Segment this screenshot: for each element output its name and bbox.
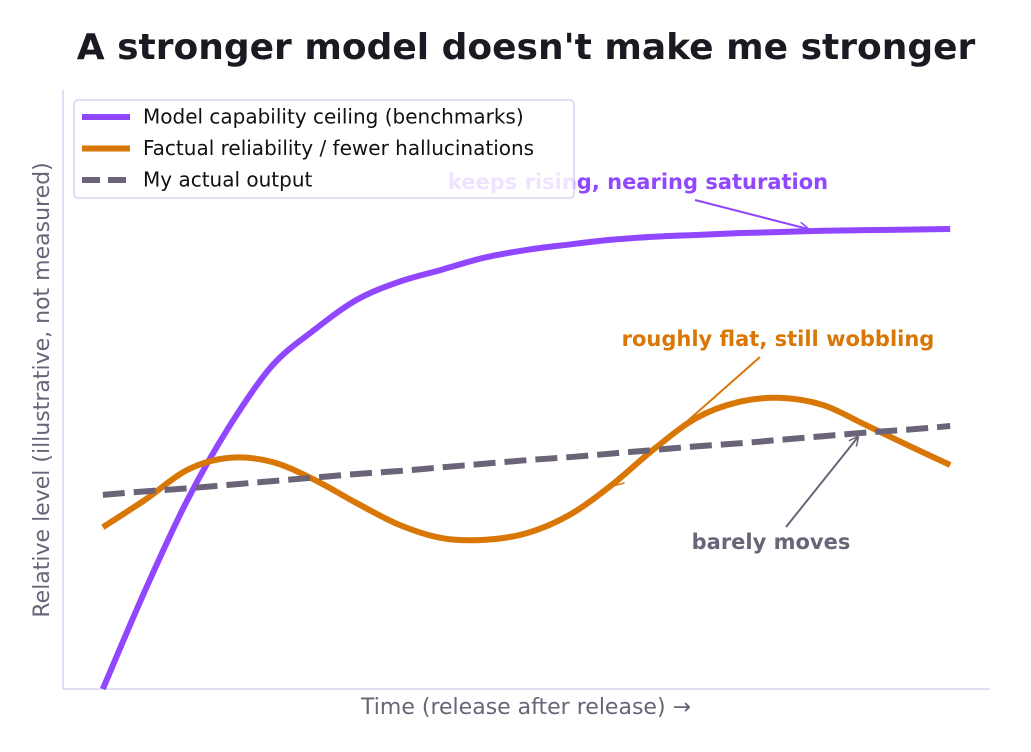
legend-box (73, 99, 575, 199)
chart-title: A stronger model doesn't make me stronge… (77, 27, 976, 68)
y-axis-label: Relative level (illustrative, not measur… (30, 162, 55, 617)
annotation: barely moves (692, 530, 851, 554)
annotation-arrow (694, 199, 808, 229)
legend-label: Model capability ceiling (benchmarks) (143, 105, 524, 129)
x-axis-label: Time (release after release) → (360, 695, 691, 720)
legend-label: My actual output (143, 168, 313, 192)
series-line (101, 394, 952, 544)
annotation-arrow (615, 356, 761, 485)
annotation-arrow (785, 437, 858, 528)
legend-label: Factual reliability / fewer hallucinatio… (143, 136, 534, 160)
annotation: roughly flat, still wobbling (622, 327, 935, 351)
series-line (102, 423, 951, 498)
